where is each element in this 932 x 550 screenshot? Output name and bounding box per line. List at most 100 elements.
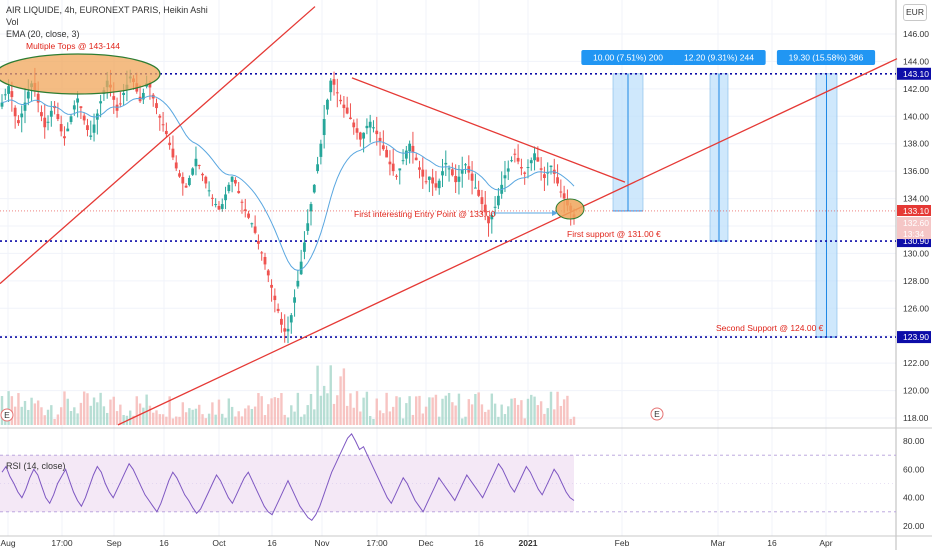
ema-legend[interactable]: EMA (20, close, 3) bbox=[6, 29, 80, 39]
candle-body bbox=[86, 125, 89, 130]
candle-body bbox=[309, 204, 313, 212]
price-tag bbox=[897, 217, 931, 228]
volume-bar bbox=[520, 400, 523, 425]
currency-button[interactable]: EUR bbox=[903, 4, 927, 21]
volume-bar bbox=[454, 405, 457, 425]
multiple-tops-ellipse[interactable] bbox=[0, 53, 161, 95]
entry-point-ellipse[interactable] bbox=[555, 198, 585, 220]
volume-bar bbox=[63, 391, 66, 425]
volume-bar bbox=[40, 407, 43, 425]
price-axis[interactable]: 146.00 144.00 142.00 140.00 138.00 136.00 134.… bbox=[897, 29, 931, 423]
time-tick-label: Aug bbox=[0, 538, 15, 548]
candle-body bbox=[194, 158, 198, 167]
candle-body bbox=[385, 149, 389, 158]
target-badge bbox=[581, 50, 675, 65]
volume-bar bbox=[401, 418, 405, 425]
candle-body bbox=[480, 197, 484, 205]
volume-bar bbox=[250, 408, 254, 425]
candle-body bbox=[0, 102, 4, 107]
candle-body bbox=[342, 104, 346, 109]
candle-body bbox=[457, 176, 461, 182]
volume-bar bbox=[119, 404, 122, 425]
trendlines[interactable] bbox=[0, 6, 898, 426]
volume-bar bbox=[562, 399, 566, 425]
candle-body bbox=[56, 114, 60, 120]
target-boxes[interactable] bbox=[612, 73, 838, 338]
horizontal-levels[interactable] bbox=[0, 72, 896, 338]
price-tick-label: 130.00 bbox=[903, 248, 929, 258]
volume-bar bbox=[214, 414, 217, 425]
volume-bar bbox=[244, 408, 247, 425]
candle-body bbox=[539, 168, 543, 170]
earnings-marker[interactable] bbox=[650, 407, 664, 421]
volume-bar bbox=[10, 396, 14, 425]
volume-bar bbox=[385, 392, 388, 425]
volume-bar bbox=[92, 397, 96, 425]
trendline-upper-steep-support bbox=[0, 6, 316, 285]
candle-body bbox=[178, 173, 181, 177]
earnings-marker[interactable] bbox=[0, 408, 14, 422]
candle-body bbox=[562, 193, 566, 199]
volume-bar bbox=[66, 398, 69, 425]
candle-body bbox=[322, 119, 326, 136]
candle-body bbox=[76, 98, 80, 103]
volume-bar bbox=[474, 394, 477, 425]
time-tick-label: 16 bbox=[159, 538, 169, 548]
volume-bar bbox=[549, 391, 553, 425]
volume-bar bbox=[306, 405, 309, 425]
price-marker-label: 130.90 bbox=[903, 236, 929, 246]
candle-body bbox=[220, 204, 224, 209]
candle-body bbox=[362, 132, 366, 139]
volume-bar bbox=[273, 397, 277, 425]
candle-body bbox=[247, 213, 250, 218]
rsi-tick-label: 20.00 bbox=[903, 521, 925, 531]
entry-arrow bbox=[492, 210, 558, 216]
candle-body bbox=[355, 128, 359, 133]
candle-body bbox=[148, 82, 152, 88]
candle-body bbox=[214, 204, 218, 206]
rsi-panel: 80.00 60.00 40.00 20.00 bbox=[0, 433, 925, 531]
volume-bar bbox=[161, 414, 165, 425]
volume-bar bbox=[345, 405, 349, 425]
volume-legend[interactable]: Vol bbox=[6, 17, 19, 27]
candle-body bbox=[43, 117, 47, 128]
target-badge bbox=[672, 50, 766, 65]
candle-body bbox=[276, 308, 280, 312]
time-tick-label: Feb bbox=[615, 538, 630, 548]
price-tag-label: 133.10 bbox=[903, 206, 929, 216]
volume-bar bbox=[355, 391, 359, 425]
volume-bar bbox=[484, 411, 487, 425]
time-tick-label: 17:00 bbox=[366, 538, 388, 548]
candle-body bbox=[260, 252, 264, 254]
candle-body bbox=[464, 164, 467, 166]
time-tick-label: Oct bbox=[212, 538, 226, 548]
volume-bar bbox=[431, 397, 434, 425]
candle-body bbox=[411, 145, 415, 152]
volume-bar bbox=[411, 414, 415, 425]
volume-bar bbox=[513, 398, 517, 425]
candle-body bbox=[40, 112, 43, 117]
volume-bar bbox=[566, 395, 569, 425]
candle-body bbox=[161, 124, 165, 126]
volume-bar bbox=[316, 365, 319, 425]
time-axis[interactable]: Aug 17:00 Sep 16 Oct 16 Nov 17:00 Dec 16 2021 Feb Ma… bbox=[0, 538, 832, 548]
candle-body bbox=[168, 142, 172, 146]
volume-bar bbox=[13, 406, 17, 425]
volume-bar bbox=[50, 405, 53, 425]
rsi-legend[interactable]: RSI (14, close) bbox=[6, 461, 66, 471]
volume-bar bbox=[112, 396, 115, 425]
candle-body bbox=[118, 103, 122, 105]
volume-bar bbox=[204, 418, 208, 425]
candle-body bbox=[289, 315, 293, 323]
candle-body bbox=[372, 127, 375, 129]
candle-body bbox=[201, 173, 204, 176]
candle-body bbox=[243, 209, 247, 211]
candle-body bbox=[349, 117, 352, 120]
volume-bar bbox=[293, 411, 296, 425]
time-tick-label: Dec bbox=[418, 538, 434, 548]
candle-body bbox=[335, 92, 339, 94]
volume-bar bbox=[352, 407, 355, 425]
volume-bar bbox=[398, 397, 401, 425]
